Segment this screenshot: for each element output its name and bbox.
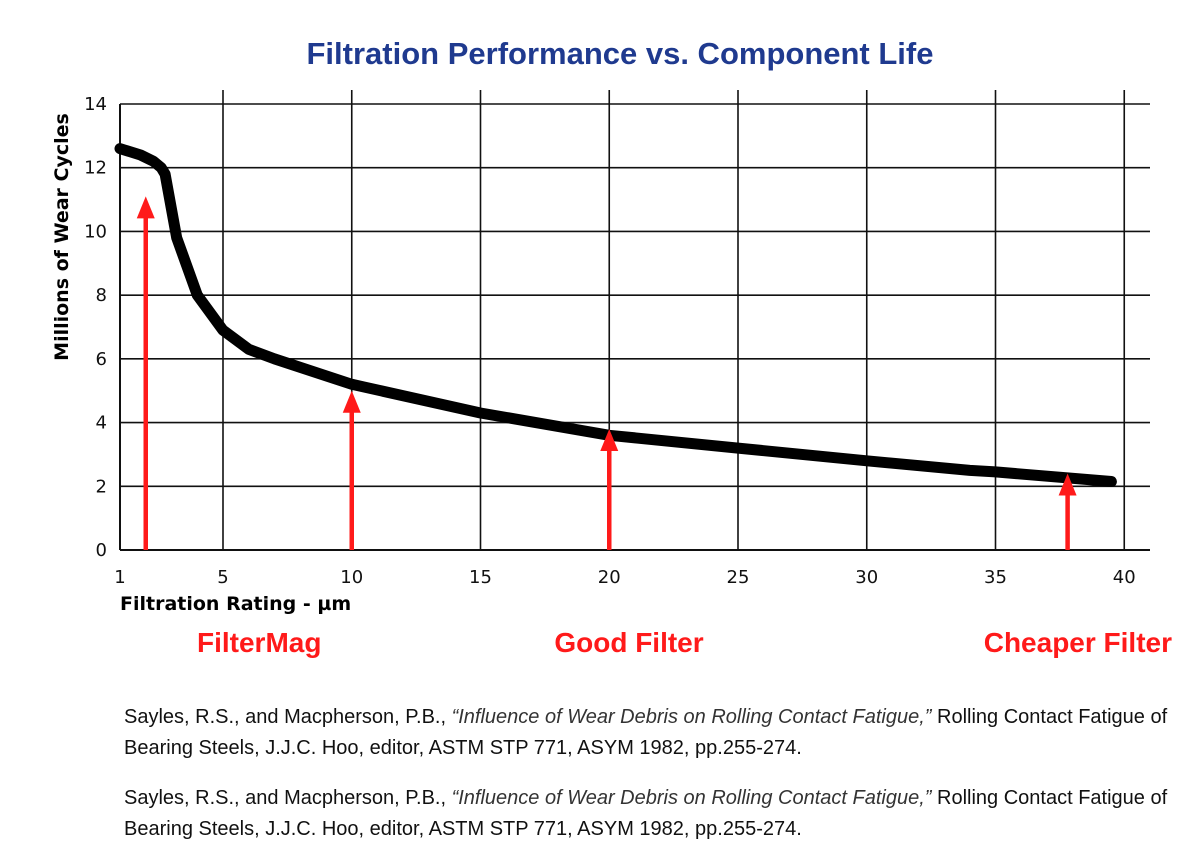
y-tick-label: 2 (96, 476, 107, 497)
y-tick-label: 6 (96, 349, 107, 370)
y-tick-label: 0 (96, 540, 107, 561)
annotation-arrow-head (136, 196, 155, 219)
reference-1-rest: Rolling Contact Fatigue of Bearing Steel… (124, 706, 1168, 759)
y-tick-label: 8 (96, 285, 107, 306)
reference-2: Sayles, R.S., and Macpherson, P.B., “Inf… (124, 783, 1184, 845)
annotation-label: FilterMag (197, 627, 321, 658)
x-tick-label: 30 (855, 567, 878, 588)
reference-2-title: “Influence of Wear Debris on Rolling Con… (451, 787, 932, 809)
reference-2-authors: Sayles, R.S., and Macpherson, P.B., (124, 787, 452, 809)
annotation-arrows (136, 196, 1077, 550)
reference-2-rest: Rolling Contact Fatigue of Bearing Steel… (124, 787, 1168, 840)
annotation-labels: FilterMag Good Filter Cheaper Filter (197, 627, 1172, 658)
y-tick-label: 12 (84, 158, 107, 179)
y-tick-label: 10 (84, 221, 107, 242)
annotation-arrow-head (600, 428, 619, 451)
references: Sayles, R.S., and Macpherson, P.B., “Inf… (124, 702, 1184, 864)
chart-title: Filtration Performance vs. Component Lif… (307, 36, 934, 71)
y-axis-label: Millions of Wear Cycles (51, 113, 73, 361)
x-tick-label: 20 (598, 567, 621, 588)
annotation-label: Cheaper Filter (984, 627, 1172, 658)
x-tick-label: 25 (727, 567, 750, 588)
annotation-arrow-head (1058, 473, 1077, 496)
grid (119, 90, 1150, 551)
x-tick-label: 10 (340, 567, 363, 588)
x-tick-label: 15 (469, 567, 492, 588)
x-tick-label: 40 (1113, 567, 1136, 588)
x-tick-label: 35 (984, 567, 1007, 588)
x-tick-label: 1 (114, 567, 125, 588)
reference-1-title: “Influence of Wear Debris on Rolling Con… (451, 706, 932, 728)
series-line (114, 143, 1117, 487)
reference-1: Sayles, R.S., and Macpherson, P.B., “Inf… (124, 702, 1184, 764)
y-tick-label: 14 (84, 94, 107, 115)
reference-1-authors: Sayles, R.S., and Macpherson, P.B., (124, 706, 452, 728)
annotation-arrow-head (342, 390, 361, 413)
y-tick-label: 4 (96, 413, 107, 434)
annotation-label: Good Filter (554, 627, 703, 658)
x-axis-label: Filtration Rating - µm (120, 593, 351, 615)
x-tick-label: 5 (217, 567, 228, 588)
